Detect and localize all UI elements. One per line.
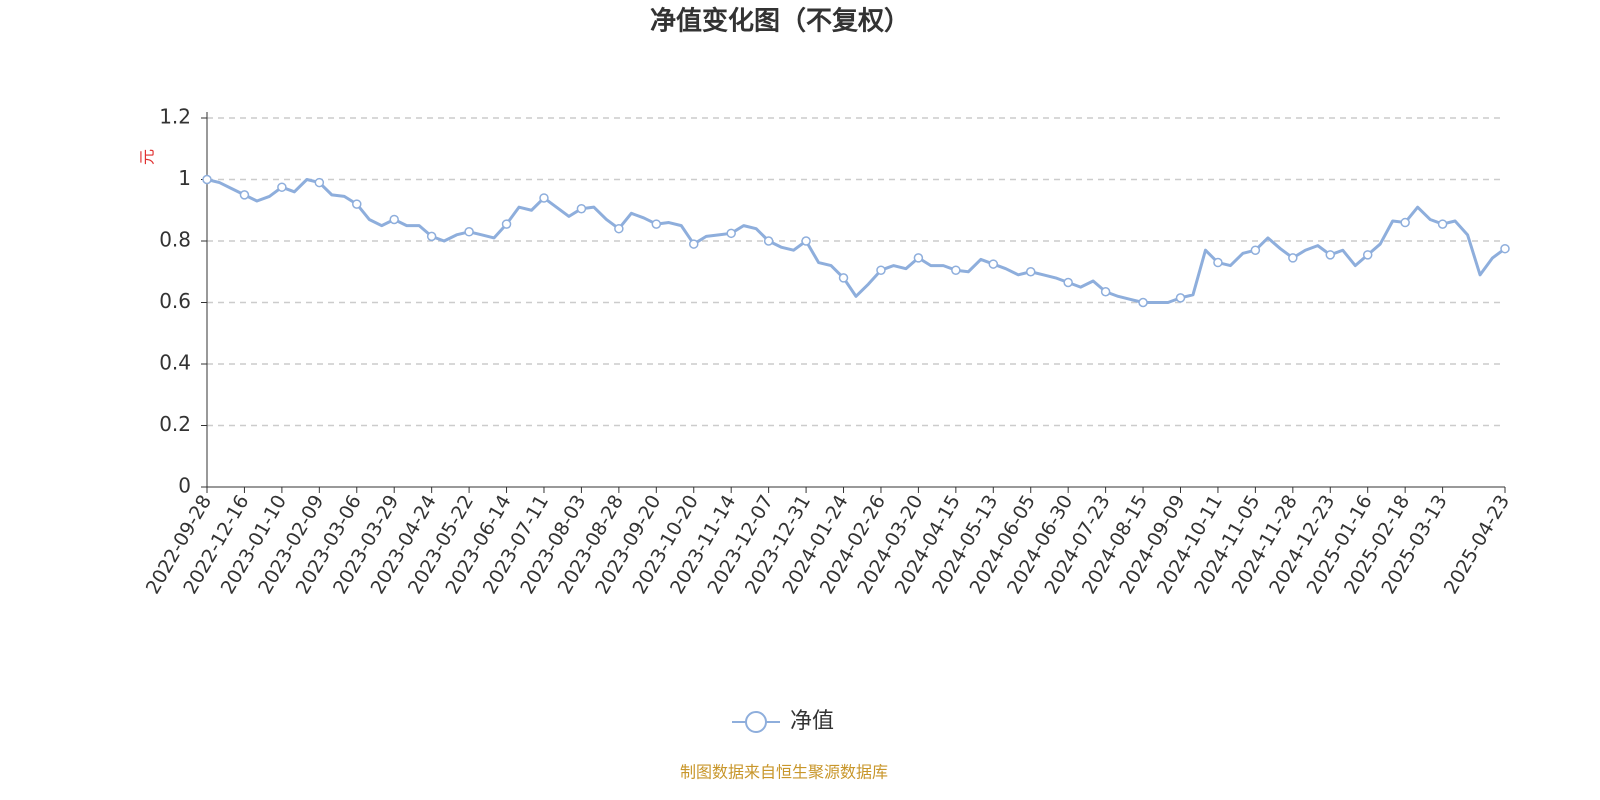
point-marker — [1138, 297, 1148, 308]
point-marker — [1325, 250, 1336, 260]
line — [206, 178, 1506, 304]
point-marker — [1437, 219, 1448, 229]
chart-title: 净值变化图（不复权） — [650, 6, 910, 37]
point-marker — [951, 265, 961, 275]
point-marker — [277, 182, 287, 192]
point-marker — [689, 239, 699, 249]
point-marker — [314, 177, 325, 188]
point-marker — [1175, 293, 1186, 303]
point-marker — [1362, 250, 1373, 260]
y-tick-label: 0 — [178, 474, 191, 498]
point-marker — [389, 214, 399, 225]
point-marker — [763, 236, 774, 246]
point-marker — [426, 231, 437, 242]
x-tick-label: 2025-04-23 — [1440, 491, 1514, 598]
point-marker — [1500, 243, 1510, 254]
point-marker — [352, 199, 362, 209]
point-marker — [202, 174, 212, 185]
y-tick-label: 0.2 — [159, 412, 191, 436]
point-marker — [726, 228, 736, 239]
point-marker — [576, 203, 587, 214]
point-marker — [501, 219, 512, 229]
point-marker — [539, 193, 549, 203]
y-tick-label: 1.2 — [159, 105, 191, 129]
point-marker — [876, 265, 886, 275]
point-marker — [838, 273, 849, 283]
point-marker — [464, 227, 474, 237]
source-note: 制图数据来自恒生聚源数据库 — [680, 763, 888, 782]
legend-marker — [745, 711, 767, 733]
point-marker — [1288, 253, 1298, 263]
point-marker — [1025, 267, 1036, 277]
point-marker — [1100, 286, 1111, 297]
point-marker — [614, 223, 624, 234]
y-tick-label: 0.4 — [159, 351, 191, 375]
y-tick-label: 0.6 — [159, 289, 191, 313]
point-marker — [1063, 277, 1073, 288]
point-marker — [1213, 257, 1223, 268]
y-tick-label: 0.8 — [159, 228, 191, 252]
legend-label: 净值 — [790, 709, 834, 734]
point-marker — [651, 219, 662, 229]
point-marker — [239, 190, 250, 200]
y-axis-label: 元 — [138, 149, 157, 165]
point-marker — [1400, 217, 1410, 228]
y-tick-label: 1 — [178, 166, 191, 190]
point-marker — [988, 259, 999, 269]
point-marker — [801, 236, 811, 246]
point-marker — [913, 253, 924, 263]
point-marker — [1250, 245, 1261, 255]
